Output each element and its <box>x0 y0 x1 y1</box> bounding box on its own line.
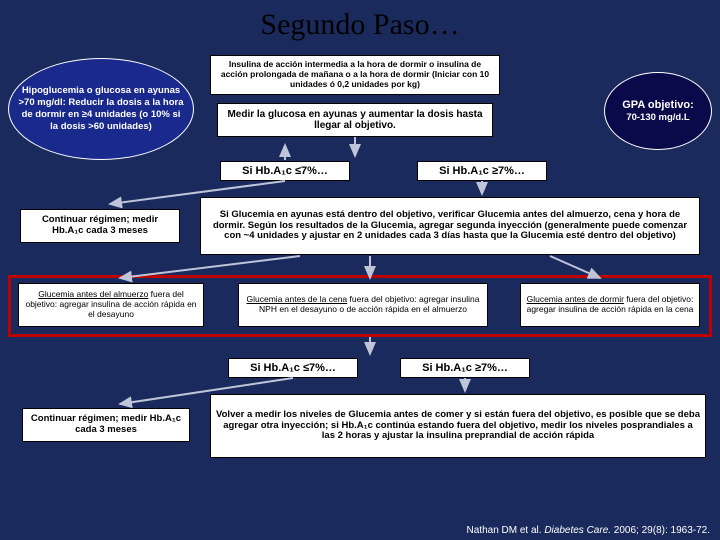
box-glucemia-cena: Glucemia antes de la cena fuera del obje… <box>238 283 488 327</box>
box-glucemia-almuerzo: Glucemia antes del almuerzo fuera del ob… <box>18 283 204 327</box>
box-volver-medir: Volver a medir los niveles de Glucemia a… <box>210 394 706 458</box>
box-glucemia-dormir: Glucemia antes de dormir fuera del objet… <box>520 283 700 327</box>
gpa-label: GPA objetivo: <box>622 99 694 112</box>
box-si-glucemia-objetivo: Si Glucemia en ayunas está dentro del ob… <box>200 197 700 255</box>
box-continuar-2: Continuar régimen; medir Hb.A₁c cada 3 m… <box>22 408 190 442</box>
citation: Nathan DM et al. Diabetes Care. 2006; 29… <box>467 525 710 536</box>
gpa-range: 70-130 mg/d.L <box>622 112 694 123</box>
ellipse-hipoglucemia: Hipoglucemia o glucosa en ayunas >70 mg/… <box>8 58 194 160</box>
page-title: Segundo Paso… <box>0 0 720 46</box>
decision-hba1c-ge7-2: Si Hb.A₁c ≥7%… <box>400 358 530 378</box>
box-continuar-1: Continuar régimen; medir Hb.A₁c cada 3 m… <box>20 209 180 243</box>
decision-hba1c-le7-1: Si Hb.A₁c ≤7%… <box>220 161 350 181</box>
box-medir-glucosa: Medir la glucosa en ayunas y aumentar la… <box>217 103 493 137</box>
ellipse-gpa-objetivo: GPA objetivo: 70-130 mg/d.L <box>604 72 712 150</box>
decision-hba1c-ge7-1: Si Hb.A₁c ≥7%… <box>417 161 547 181</box>
box-insulina-inicio: Insulina de acción intermedia a la hora … <box>210 55 500 95</box>
decision-hba1c-le7-2: Si Hb.A₁c ≤7%… <box>228 358 358 378</box>
